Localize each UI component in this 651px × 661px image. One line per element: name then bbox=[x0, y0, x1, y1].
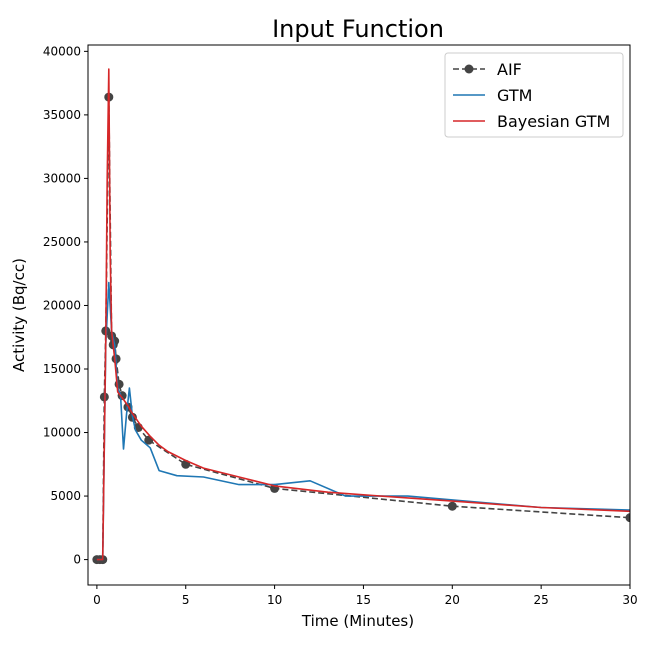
y-axis: 0 5000 10000 15000 20000 25000 30000 35000 40000 bbox=[43, 44, 88, 567]
legend-box bbox=[444, 52, 624, 138]
y-tick-label: 40000 bbox=[43, 44, 81, 58]
x-tick-label: 0 bbox=[93, 593, 101, 607]
y-tick-label: 35000 bbox=[43, 108, 81, 122]
y-tick-label: 15000 bbox=[43, 362, 81, 376]
legend-item-bayesian-gtm: Bayesian GTM bbox=[453, 112, 610, 131]
x-tick-label: 25 bbox=[534, 593, 549, 607]
legend-item-gtm: GTM bbox=[453, 86, 532, 105]
x-tick-label: 15 bbox=[356, 593, 371, 607]
y-tick-label: 0 bbox=[73, 553, 81, 567]
legend-label: Bayesian GTM bbox=[497, 112, 610, 131]
legend-label: GTM bbox=[497, 86, 532, 105]
legend-item-aif: AIF bbox=[453, 60, 522, 79]
y-tick-label: 10000 bbox=[43, 426, 81, 440]
y-tick-label: 25000 bbox=[43, 235, 81, 249]
y-axis-label: Activity (Bq/cc) bbox=[10, 258, 28, 372]
x-axis: 0 5 10 15 20 25 30 bbox=[93, 585, 638, 607]
y-tick-label: 20000 bbox=[43, 298, 81, 312]
y-tick-label: 5000 bbox=[50, 489, 81, 503]
x-axis-label: Time (Minutes) bbox=[301, 612, 414, 630]
plot-frame bbox=[87, 44, 631, 586]
series-line-bayesian-gtm bbox=[96, 68, 630, 561]
series-aif bbox=[92, 92, 630, 565]
x-tick-label: 30 bbox=[622, 593, 637, 607]
legend: AIF GTM Bayesian GTM bbox=[444, 52, 624, 138]
series-line-aif bbox=[96, 96, 630, 561]
x-tick-label: 20 bbox=[445, 593, 460, 607]
data-point-aif bbox=[625, 513, 630, 523]
series-gtm bbox=[96, 281, 630, 561]
chart-title: Input Function bbox=[272, 15, 444, 43]
data-point-aif bbox=[447, 501, 457, 511]
legend-label: AIF bbox=[497, 60, 522, 79]
x-tick-label: 5 bbox=[182, 593, 190, 607]
series-line-gtm bbox=[96, 281, 630, 561]
y-tick-label: 30000 bbox=[43, 171, 81, 185]
x-tick-label: 10 bbox=[267, 593, 282, 607]
plot-area bbox=[92, 68, 630, 565]
series-bayesian-gtm bbox=[96, 68, 630, 561]
legend-marker bbox=[464, 64, 474, 74]
